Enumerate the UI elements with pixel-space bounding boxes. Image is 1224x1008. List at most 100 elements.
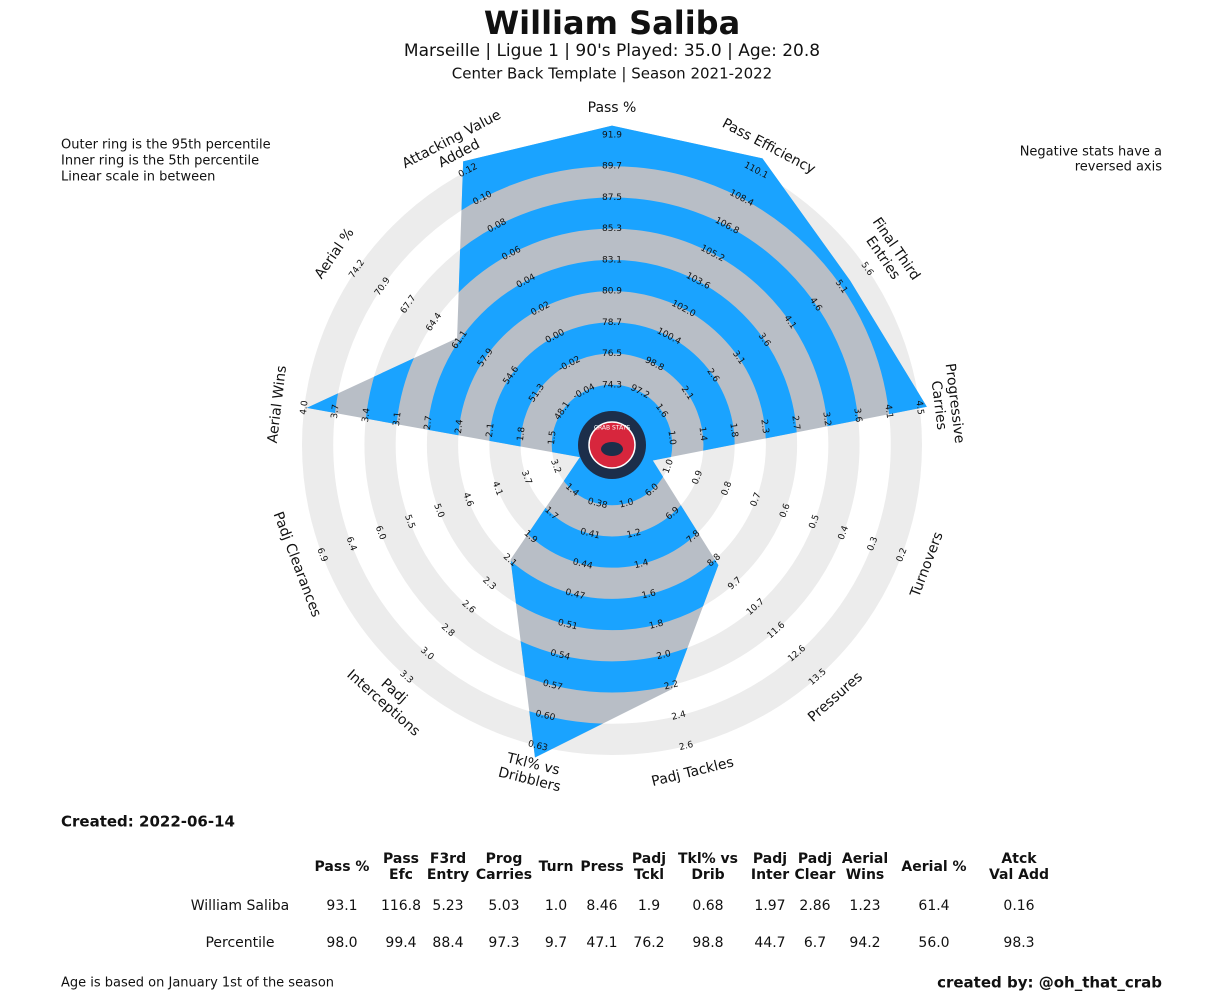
table-cell: 1.9: [638, 898, 660, 914]
ring-tick-label: 0.8: [720, 480, 735, 497]
ring-tick-label: 1.2: [626, 528, 642, 541]
ring-tick-label: 1.0: [662, 458, 677, 475]
table-cell: 99.4: [385, 935, 416, 951]
table-cell: 5.03: [488, 898, 519, 914]
table-cell: 97.3: [488, 935, 519, 951]
table-header: Padj: [798, 851, 832, 867]
note: reversed axis: [1075, 160, 1163, 175]
ring-tick-label: 2.1: [485, 423, 497, 438]
credit: created by: @oh_that_crab: [937, 974, 1162, 992]
table-header: Prog: [486, 851, 523, 867]
ring-tick-label: 1.0: [618, 497, 635, 510]
ring-tick-label: 2.4: [671, 710, 688, 723]
table-header: Press: [580, 859, 623, 875]
category-label: Tkl% vsDribblers: [497, 749, 567, 795]
ring-tick-label: 4.6: [460, 491, 475, 508]
ring-tick-label: 2.2: [663, 679, 679, 692]
ring-tick-label: 1.5: [547, 430, 559, 445]
ring-tick-label: 2.4: [454, 419, 466, 435]
category-label: Pass %: [588, 100, 637, 116]
ring-tick-label: 1.4: [633, 558, 650, 571]
ring-tick-label: 89.7: [602, 162, 622, 172]
ring-tick-label: 0.41: [579, 527, 601, 542]
table-header: Aerial: [842, 851, 888, 867]
ring-tick-label: 3.4: [361, 407, 373, 423]
category-label: ProgressiveCarries: [926, 362, 967, 446]
table-header: Wins: [846, 867, 885, 883]
ring-tick-label: 1.8: [648, 619, 665, 632]
ring-tick-label: 5.5: [402, 513, 416, 530]
logo-text: CRAB STATS: [594, 425, 631, 432]
table-header: Pass %: [315, 859, 370, 875]
ring-tick-label: 76.5: [602, 349, 622, 359]
category-line: Pass %: [588, 100, 637, 116]
row-label: William Saliba: [191, 898, 289, 914]
ring-tick-label: 85.3: [602, 224, 622, 234]
table-header: Tkl% vs: [678, 851, 738, 867]
category-label: Turnovers: [907, 530, 947, 600]
note: Inner ring is the 5th percentile: [61, 154, 259, 169]
ring-tick-label: 0.4: [837, 524, 852, 541]
table-header: Inter: [751, 867, 789, 883]
ring-tick-label: 0.57: [542, 679, 564, 694]
ring-tick-label: 4.1: [882, 404, 894, 419]
table-header: Tckl: [634, 867, 664, 883]
created-date: Created: 2022-06-14: [61, 813, 235, 831]
table-header: Aerial %: [901, 859, 966, 875]
table-cell: 98.0: [326, 935, 357, 951]
table-cell: 88.4: [432, 935, 463, 951]
category-label: Aerial Wins: [265, 365, 290, 444]
table-header: Val Add: [989, 867, 1049, 883]
ring-tick-label: 0.3: [866, 536, 880, 553]
table-cell: 93.1: [326, 898, 357, 914]
table-cell: 116.8: [381, 898, 421, 914]
ring-tick-label: 3.6: [851, 408, 863, 424]
table-cell: 6.7: [804, 935, 826, 951]
ring-tick-label: 78.7: [602, 318, 622, 328]
ring-tick-label: 4.1: [490, 480, 504, 497]
note: Linear scale in between: [61, 170, 215, 185]
table-cell: 0.68: [692, 898, 723, 914]
ring-tick-label: 3.2: [548, 458, 562, 475]
ring-tick-label: 5.0: [431, 502, 446, 519]
table-cell: 1.97: [754, 898, 785, 914]
ring-tick-label: 91.9: [602, 131, 622, 141]
table-header: Entry: [427, 867, 469, 883]
chart-title: William Saliba: [484, 4, 740, 42]
ring-tick-label: 0.63: [527, 739, 549, 754]
subtitle: Marseille | Ligue 1 | 90's Played: 35.0 …: [404, 41, 820, 61]
table-cell: 76.2: [633, 935, 664, 951]
ring-tick-label: 83.1: [602, 255, 622, 265]
table-cell: 56.0: [918, 935, 949, 951]
table-header: Drib: [691, 867, 724, 883]
ring-tick-label: 80.9: [602, 287, 622, 297]
table-cell: 0.16: [1003, 898, 1034, 914]
logo: [601, 442, 623, 456]
ring-tick-label: 1.4: [696, 426, 708, 442]
ring-tick-label: 0.5: [808, 513, 822, 530]
table-cell: 47.1: [586, 935, 617, 951]
table-header: F3rd: [430, 851, 466, 867]
footnote: Age is based on January 1st of the seaso…: [61, 976, 334, 991]
table-cell: 5.23: [432, 898, 463, 914]
ring-tick-label: 6.4: [344, 536, 359, 553]
ring-tick-label: 87.5: [602, 193, 622, 203]
table-cell: 1.0: [545, 898, 567, 914]
ring-tick-label: 2.7: [423, 415, 435, 430]
table-header: Turn: [539, 859, 574, 875]
ring-tick-label: 0.9: [691, 469, 706, 486]
ring-tick-label: 0.54: [549, 648, 571, 663]
table-cell: 94.2: [849, 935, 880, 951]
ring-tick-label: 3.7: [519, 469, 533, 486]
ring-tick-label: 0.47: [564, 588, 586, 603]
table-cell: 44.7: [754, 935, 785, 951]
category-line: Aerial Wins: [265, 365, 290, 444]
note: Outer ring is the 95th percentile: [61, 138, 271, 153]
ring-tick-label: 1.0: [665, 430, 677, 446]
radar-band: [551, 384, 673, 506]
table-header: Padj: [632, 851, 666, 867]
ring-tick-label: 6.0: [373, 524, 388, 541]
ring-tick-label: 2.6: [678, 740, 695, 753]
ring-tick-label: 2.7: [789, 415, 801, 430]
